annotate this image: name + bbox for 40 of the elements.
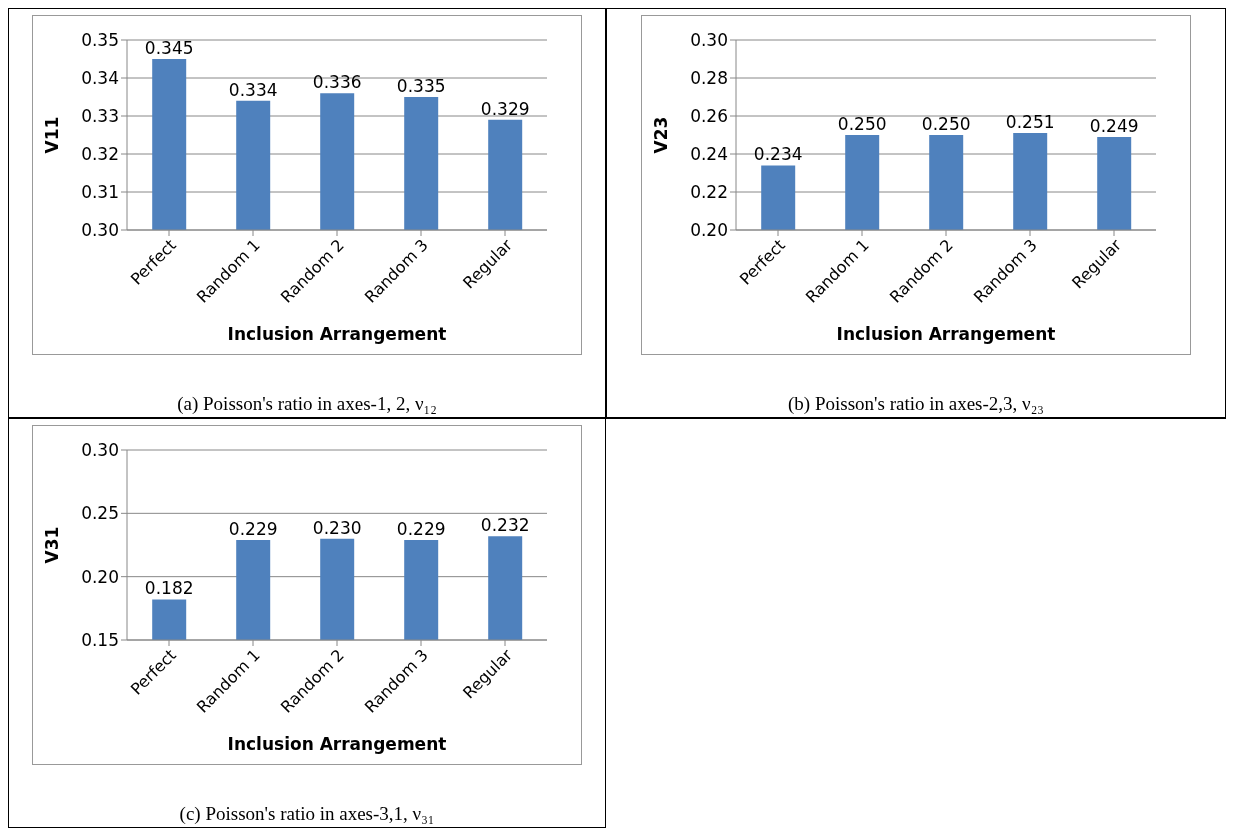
y-tick-label: 0.28: [690, 68, 728, 89]
data-label: 0.251: [1005, 112, 1055, 133]
y-tick-label: 0.26: [690, 106, 728, 127]
y-axis-title: V11: [42, 116, 63, 154]
text: (a) Poisson's ratio in axes-1, 2, ν₁₂: [177, 393, 437, 416]
x-axis-title: Inclusion Arrangement: [227, 324, 447, 344]
x-axis-title: Inclusion Arrangement: [227, 734, 447, 754]
y-tick-label: 0.22: [690, 182, 728, 203]
y-tick-label: 0.30: [81, 440, 119, 461]
y-tick-label: 0.25: [81, 503, 119, 524]
data-label: 0.335: [396, 76, 446, 96]
y-tick-label: 0.35: [81, 30, 119, 51]
y-tick-label: 0.34: [81, 68, 119, 89]
y-tick-label: 0.20: [690, 220, 728, 241]
data-label: 0.329: [480, 98, 530, 119]
data-label: 0.230: [312, 517, 362, 538]
data-label: 0.250: [837, 114, 887, 134]
data-label: 0.229: [228, 518, 278, 539]
x-axis-title: Inclusion Arrangement: [836, 324, 1056, 344]
y-tick-label: 0.24: [690, 144, 728, 165]
y-tick-label: 0.30: [690, 30, 728, 51]
data-label: 0.232: [480, 515, 530, 536]
y-tick-label: 0.20: [81, 566, 119, 587]
y-tick-label: 0.31: [81, 182, 119, 203]
y-tick-label: 0.33: [81, 106, 119, 127]
y-tick-label: 0.15: [81, 630, 119, 651]
data-label: 0.249: [1089, 115, 1139, 136]
y-tick-label: 0.32: [81, 144, 119, 165]
y-axis-title: V23: [651, 116, 672, 154]
data-label: 0.229: [396, 518, 446, 539]
data-label: 0.234: [753, 144, 803, 165]
data-label: 0.336: [312, 72, 362, 93]
data-label: 0.182: [144, 578, 194, 599]
data-label: 0.345: [144, 38, 194, 58]
data-label: 0.334: [228, 79, 278, 100]
y-axis-title: V31: [42, 526, 63, 564]
y-tick-label: 0.30: [81, 220, 119, 241]
data-label: 0.250: [921, 114, 971, 134]
text: (b) Poisson's ratio in axes-2,3, ν₂₃: [788, 393, 1044, 416]
text: (c) Poisson's ratio in axes-3,1, ν₃₁: [179, 803, 435, 826]
